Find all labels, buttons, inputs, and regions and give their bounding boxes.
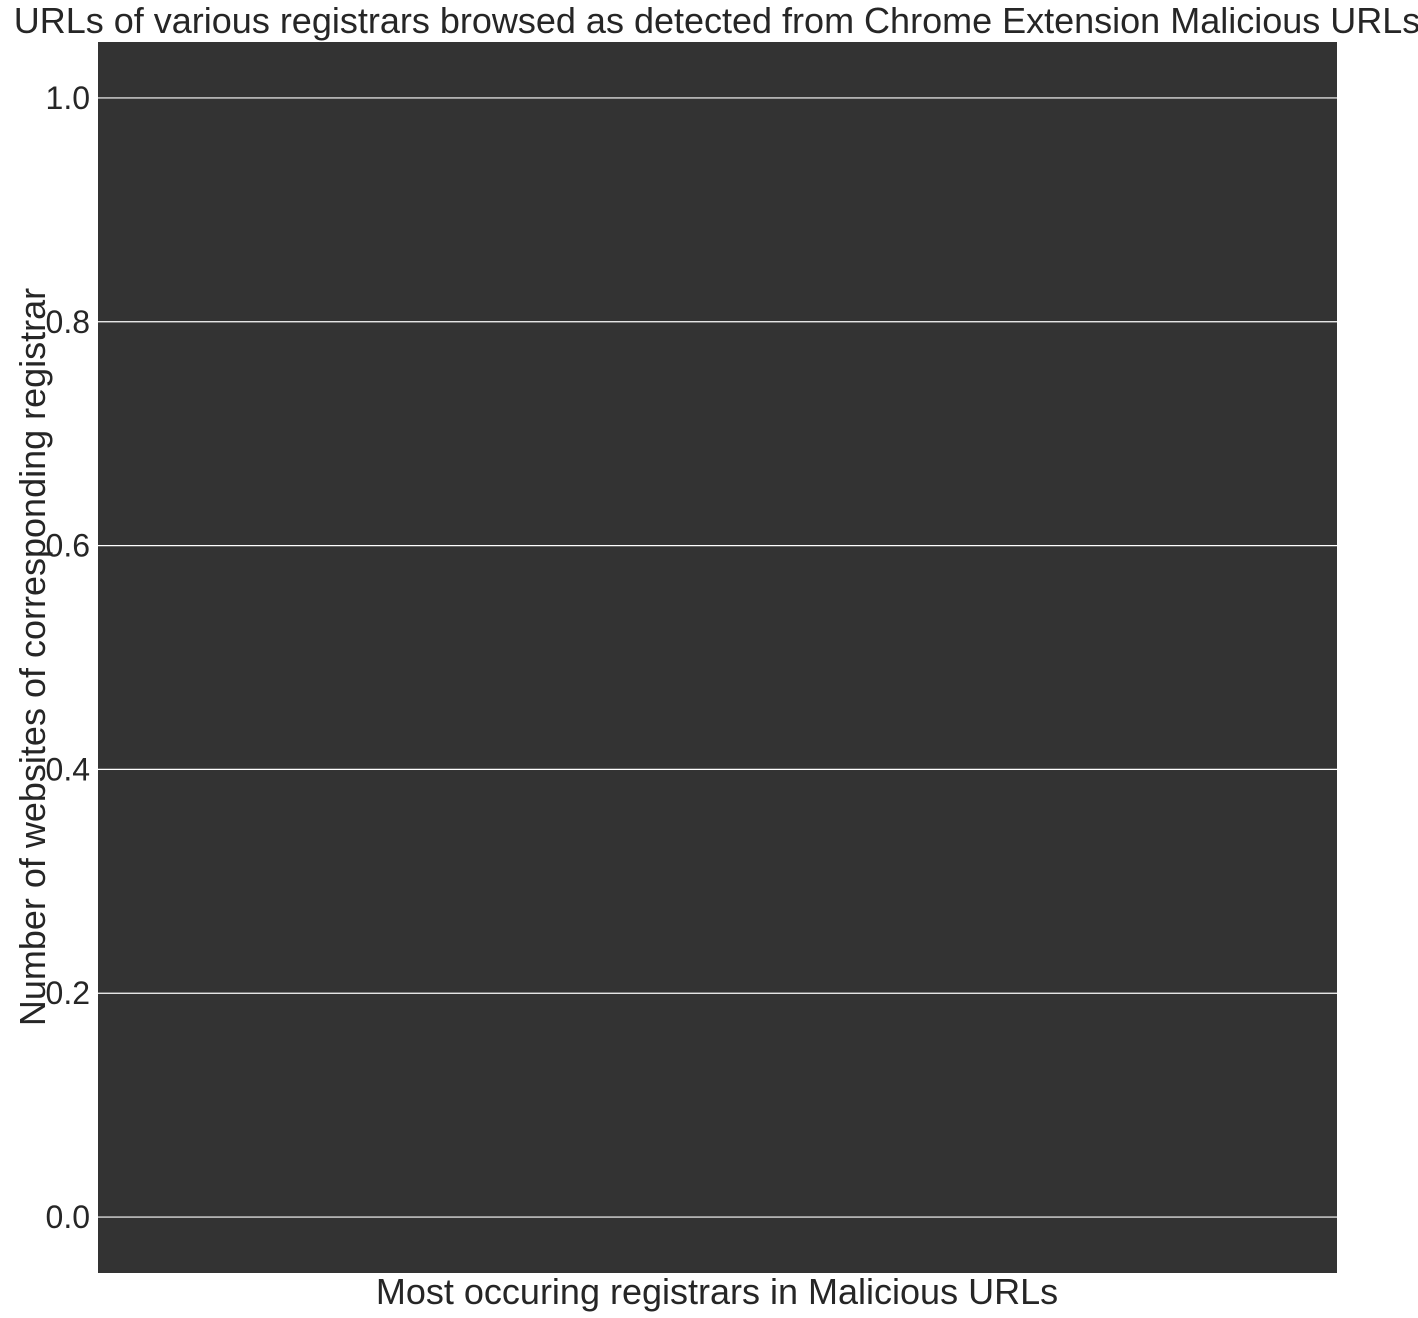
y-tick-labels: 0.0 0.2 0.4 0.6 0.8 1.0 (46, 80, 90, 1235)
y-tick-label: 0.6 (46, 528, 90, 564)
y-tick-label: 0.4 (46, 751, 90, 787)
chart-title: URLs of various registrars browsed as de… (14, 0, 1418, 41)
plot-area (98, 42, 1337, 1273)
y-tick-label: 0.2 (46, 975, 90, 1011)
y-tick-label: 1.0 (46, 80, 90, 116)
gridlines (98, 97, 1337, 1218)
y-axis-label: Number of websites of corresponding regi… (12, 288, 53, 1026)
x-axis-label: Most occuring registrars in Malicious UR… (376, 1271, 1058, 1312)
y-tick-label: 0.8 (46, 304, 90, 340)
y-tick-label: 0.0 (46, 1199, 90, 1235)
